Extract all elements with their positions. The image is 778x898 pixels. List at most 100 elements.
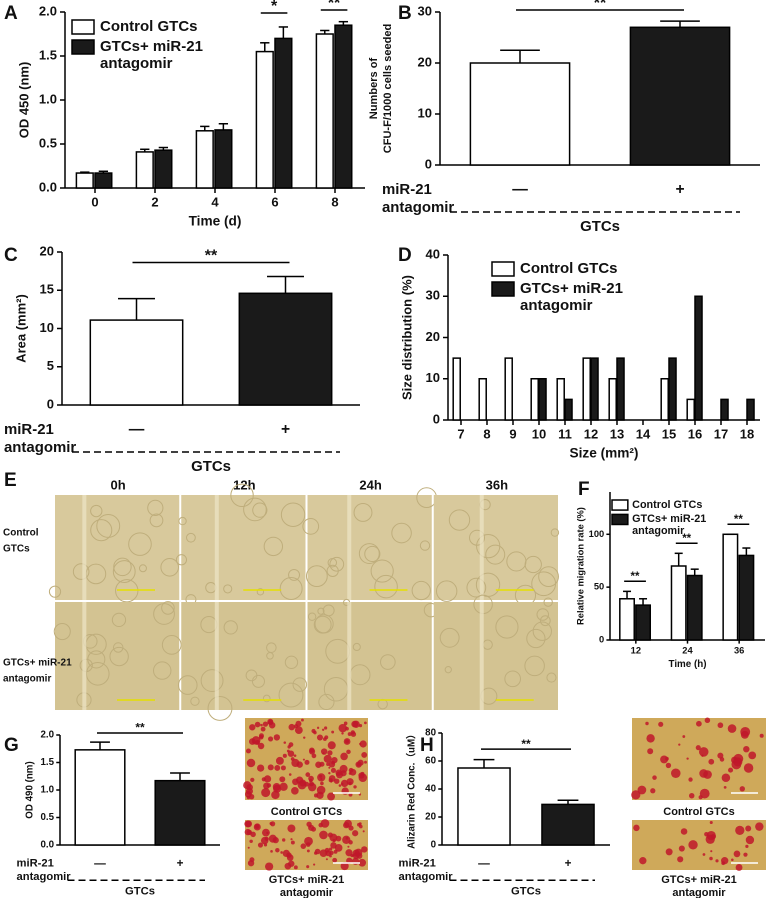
y-tick-label: 30 xyxy=(418,3,432,18)
bar xyxy=(686,574,703,641)
stain xyxy=(319,830,328,840)
cell-texture xyxy=(200,669,224,693)
bar xyxy=(274,37,293,189)
stain xyxy=(631,790,641,800)
bar xyxy=(668,357,677,421)
cell-texture xyxy=(352,642,361,652)
panel-letter: G xyxy=(4,735,19,756)
bar xyxy=(94,172,113,189)
panel-letter: A xyxy=(4,3,18,24)
group-label: GTCs xyxy=(580,218,620,235)
stain xyxy=(710,850,713,853)
cell-texture xyxy=(444,666,452,674)
bar xyxy=(608,378,617,421)
cell-texture xyxy=(207,695,233,721)
stain xyxy=(260,723,263,727)
cell-texture xyxy=(391,522,412,544)
cell-texture xyxy=(476,534,501,559)
stain xyxy=(257,742,265,750)
bar xyxy=(541,803,595,846)
stain xyxy=(266,783,272,788)
x-category-label: — xyxy=(478,857,490,870)
stain xyxy=(743,746,750,753)
stain xyxy=(745,835,755,845)
cell-texture xyxy=(504,670,521,688)
stain xyxy=(680,828,688,835)
stain xyxy=(304,759,310,765)
stain xyxy=(686,757,689,760)
stain xyxy=(755,822,764,831)
y-tick-label: 40 xyxy=(426,246,440,261)
cell-texture xyxy=(153,603,175,625)
stain xyxy=(316,726,320,729)
x-axis-label: Time (d) xyxy=(189,214,242,229)
stain xyxy=(731,858,734,862)
stain xyxy=(358,822,362,826)
stain xyxy=(275,756,284,765)
stain xyxy=(647,748,654,755)
stain xyxy=(338,723,347,733)
stain xyxy=(250,777,255,783)
bar xyxy=(504,357,513,421)
stain xyxy=(637,785,647,795)
stain xyxy=(262,828,270,837)
group-label: GTCs xyxy=(125,885,155,897)
stain xyxy=(246,748,251,754)
stain xyxy=(721,856,729,865)
stain xyxy=(268,834,277,843)
bar xyxy=(738,554,755,641)
stain xyxy=(665,848,673,856)
row-label: antagomir xyxy=(17,871,72,883)
cell-texture xyxy=(419,540,431,551)
cell-texture xyxy=(90,504,103,518)
stain xyxy=(695,745,701,751)
stain xyxy=(324,847,330,853)
stain xyxy=(258,735,264,740)
stain xyxy=(290,838,293,841)
stain xyxy=(639,857,647,865)
stain xyxy=(346,749,351,755)
x-tick-label: 11 xyxy=(558,426,572,441)
stain xyxy=(324,726,328,730)
legend-entry: Control GTCs xyxy=(632,499,702,511)
y-axis-label: Size distribution (%) xyxy=(399,275,414,400)
stain xyxy=(359,740,367,748)
stain xyxy=(323,737,327,741)
stain xyxy=(275,847,280,853)
stain xyxy=(698,747,709,757)
stain xyxy=(699,788,710,799)
bar xyxy=(629,26,731,166)
panel-letter: D xyxy=(398,245,412,266)
cell-texture xyxy=(284,655,299,670)
stain xyxy=(245,790,252,798)
stain xyxy=(682,735,686,738)
row-label: miR-21 xyxy=(4,421,54,438)
panel-letter: F xyxy=(578,479,590,500)
stain xyxy=(358,858,367,867)
stain xyxy=(274,764,281,771)
legend-label: Control GTCs xyxy=(520,260,618,277)
x-tick-label: 8 xyxy=(331,194,338,209)
stain xyxy=(688,840,698,850)
stain xyxy=(328,761,336,768)
y-tick-label: 20 xyxy=(40,243,54,258)
stain xyxy=(361,846,368,853)
stain xyxy=(314,848,321,855)
x-tick-label: 0 xyxy=(91,194,98,209)
stain xyxy=(352,720,360,728)
y-tick-label: 100 xyxy=(589,529,605,539)
column-label: 0h xyxy=(111,477,126,492)
y-tick-label: 2.0 xyxy=(40,730,54,741)
cell-texture xyxy=(230,483,254,508)
x-tick-label: 17 xyxy=(714,426,728,441)
cell-texture xyxy=(374,574,398,599)
cell-texture xyxy=(353,502,373,522)
stain xyxy=(721,773,731,783)
stain xyxy=(280,851,283,854)
stain xyxy=(701,754,704,757)
legend-label: GTCs+ miR-21 antagomir xyxy=(100,38,203,73)
stain xyxy=(257,764,265,772)
x-tick-label: 16 xyxy=(688,426,702,441)
x-category-label: — xyxy=(94,857,106,870)
bar xyxy=(720,398,729,421)
